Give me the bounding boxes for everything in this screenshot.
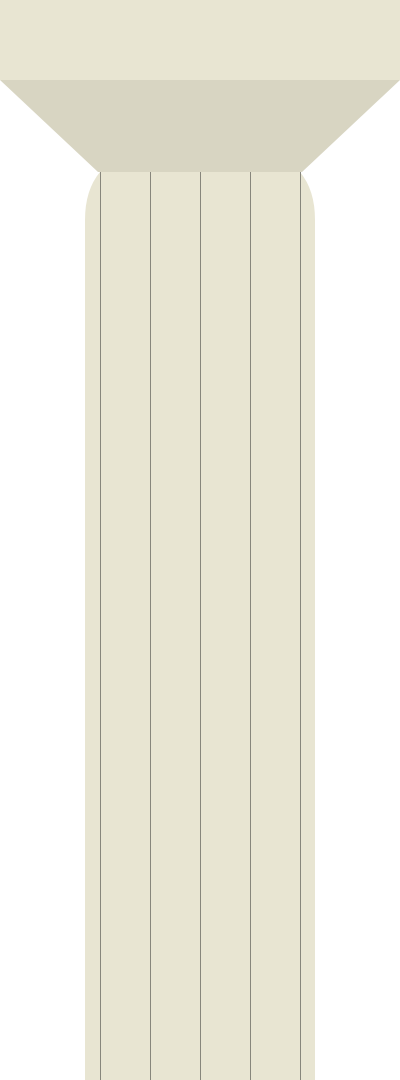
- column-flutes: [100, 172, 301, 1080]
- column-echinus: [0, 80, 400, 172]
- column-abacus: [0, 0, 400, 80]
- column-shaft: [85, 172, 315, 1080]
